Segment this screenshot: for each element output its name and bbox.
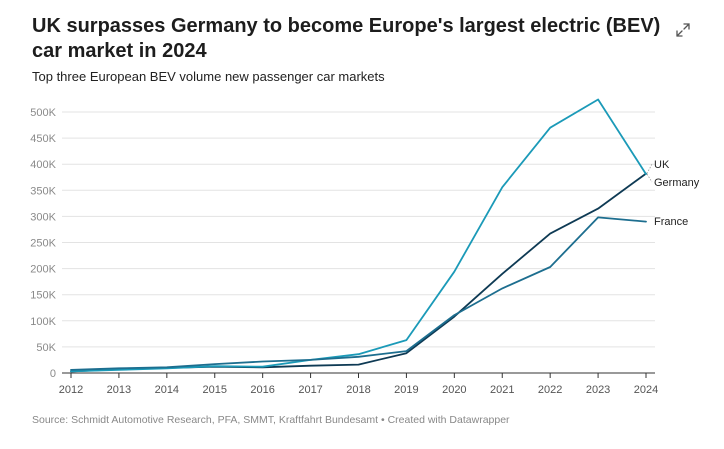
x-tick-label: 2018 <box>346 384 370 396</box>
x-tick-label: 2014 <box>155 384 179 396</box>
x-tick-label: 2017 <box>298 384 322 396</box>
x-tick-label: 2020 <box>442 384 466 396</box>
y-tick-label: 200K <box>30 264 56 276</box>
series-labels: UK Germany France <box>646 159 700 228</box>
series-lines <box>70 98 647 373</box>
label-leader-germany <box>646 173 653 183</box>
x-tick-label: 2023 <box>586 384 610 396</box>
y-tick-label: 450K <box>30 133 56 145</box>
y-tick-label: 150K <box>30 290 56 302</box>
x-tick-label: 2013 <box>107 384 131 396</box>
y-tick-label: 0 <box>50 368 56 380</box>
y-tick-label: 100K <box>30 316 56 328</box>
y-tick-label: 300K <box>30 211 56 223</box>
series-line-france <box>70 216 647 371</box>
series-line-uk <box>70 172 647 373</box>
x-tick-label: 2015 <box>203 384 227 396</box>
x-tick-label: 2021 <box>490 384 514 396</box>
y-tick-label: 400K <box>30 159 56 171</box>
x-tick-label: 2019 <box>394 384 418 396</box>
y-axis: 0 50K 100K 150K 200K 250K 300K 350K 400K 450K 500K <box>30 107 56 380</box>
x-tick-label: 2022 <box>538 384 562 396</box>
y-tick-label: 250K <box>30 238 56 250</box>
grid-lines <box>62 111 655 374</box>
series-label-france: France <box>654 216 688 228</box>
series-label-uk: UK <box>654 159 670 171</box>
x-axis: 2012 2013 2014 2015 2016 2017 2018 2019 2020 2021… <box>59 373 658 396</box>
x-tick-label: 2024 <box>634 384 658 396</box>
series-line-germany <box>70 98 647 373</box>
y-tick-label: 500K <box>30 107 56 119</box>
x-tick-label: 2012 <box>59 384 83 396</box>
expand-icon[interactable] <box>675 22 691 38</box>
series-label-germany: Germany <box>654 177 700 189</box>
label-leader-uk <box>646 163 653 174</box>
chart-title: UK surpasses Germany to become Europe's … <box>32 15 661 62</box>
source-note: Source: Schmidt Automotive Research, PFA… <box>32 414 510 426</box>
chart-subtitle: Top three European BEV volume new passen… <box>32 69 385 84</box>
y-tick-label: 350K <box>30 185 56 197</box>
x-tick-label: 2016 <box>250 384 274 396</box>
y-tick-label: 50K <box>36 342 56 354</box>
